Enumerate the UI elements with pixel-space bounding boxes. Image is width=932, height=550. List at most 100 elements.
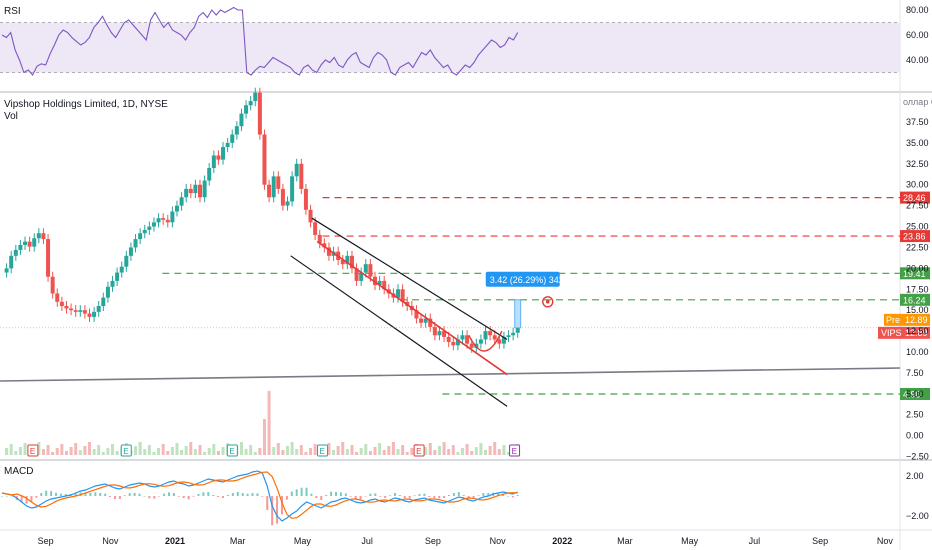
candle-body[interactable] xyxy=(248,101,253,106)
candle-body[interactable] xyxy=(92,311,97,317)
candle-body[interactable] xyxy=(230,134,235,143)
candle-body[interactable] xyxy=(50,276,55,294)
candle-body[interactable] xyxy=(110,280,115,287)
candle-body[interactable] xyxy=(82,310,87,314)
candle-body[interactable] xyxy=(198,184,203,198)
candle-body[interactable] xyxy=(59,301,64,306)
candle-body[interactable] xyxy=(156,218,161,223)
candle-body[interactable] xyxy=(396,289,401,298)
channel-lower[interactable] xyxy=(290,255,508,407)
candle-body[interactable] xyxy=(142,229,147,234)
candle-body[interactable] xyxy=(165,219,170,223)
candle-body[interactable] xyxy=(474,343,479,348)
candle-body[interactable] xyxy=(23,241,28,245)
measure-box[interactable] xyxy=(514,299,522,329)
earnings-marker[interactable] xyxy=(226,444,238,457)
candle-body[interactable] xyxy=(13,249,18,256)
candle-body[interactable] xyxy=(308,209,313,223)
candle-body[interactable] xyxy=(147,226,152,230)
candle-body[interactable] xyxy=(419,318,424,323)
candle-body[interactable] xyxy=(465,335,470,344)
candle-body[interactable] xyxy=(340,260,345,265)
candle-body[interactable] xyxy=(174,205,179,212)
candle-body[interactable] xyxy=(280,188,285,206)
candle-body[interactable] xyxy=(354,268,359,281)
earnings-marker[interactable] xyxy=(317,444,329,457)
candle-body[interactable] xyxy=(294,163,299,177)
candle-body[interactable] xyxy=(271,176,276,198)
candle-body[interactable] xyxy=(101,297,106,306)
channel-midline[interactable] xyxy=(316,240,508,376)
candle-body[interactable] xyxy=(73,310,78,312)
candle-body[interactable] xyxy=(211,155,216,168)
candle-body[interactable] xyxy=(372,276,377,286)
candle-body[interactable] xyxy=(515,327,520,333)
candle-body[interactable] xyxy=(382,280,387,290)
candle-body[interactable] xyxy=(326,247,331,256)
candle-body[interactable] xyxy=(363,264,368,273)
candle-body[interactable] xyxy=(359,272,364,281)
candle-body[interactable] xyxy=(317,234,322,244)
candle-body[interactable] xyxy=(322,243,327,248)
candle-body[interactable] xyxy=(9,255,14,269)
candle-body[interactable] xyxy=(414,310,419,319)
candle-body[interactable] xyxy=(285,201,290,206)
candle-body[interactable] xyxy=(115,272,120,281)
candle-body[interactable] xyxy=(497,339,502,344)
candle-body[interactable] xyxy=(32,238,37,247)
candle-body[interactable] xyxy=(179,197,184,206)
candle-body[interactable] xyxy=(299,163,304,189)
rounding-arc[interactable] xyxy=(468,330,503,352)
candle-body[interactable] xyxy=(460,335,465,340)
candle-body[interactable] xyxy=(27,241,32,247)
candle-body[interactable] xyxy=(290,176,295,202)
candle-body[interactable] xyxy=(18,244,23,250)
candle-body[interactable] xyxy=(170,211,175,223)
target-icon[interactable] xyxy=(542,296,554,308)
candle-body[interactable] xyxy=(349,255,354,269)
candle-body[interactable] xyxy=(511,332,516,336)
candle-body[interactable] xyxy=(478,339,483,344)
candle-body[interactable] xyxy=(69,308,74,311)
candle-body[interactable] xyxy=(469,343,474,348)
earnings-marker[interactable] xyxy=(120,444,132,457)
candle-body[interactable] xyxy=(46,239,51,277)
candle-body[interactable] xyxy=(225,142,230,148)
candle-body[interactable] xyxy=(124,255,129,267)
candle-body[interactable] xyxy=(55,293,60,302)
channel-upper[interactable] xyxy=(311,217,508,340)
candle-body[interactable] xyxy=(451,341,456,346)
signal-line[interactable] xyxy=(1,471,518,519)
candle-body[interactable] xyxy=(455,339,460,346)
candle-body[interactable] xyxy=(253,92,258,102)
candle-body[interactable] xyxy=(239,113,244,127)
candle-body[interactable] xyxy=(428,318,433,327)
candle-body[interactable] xyxy=(437,331,442,336)
candle-body[interactable] xyxy=(161,218,166,220)
candle-body[interactable] xyxy=(221,147,226,160)
candle-body[interactable] xyxy=(267,184,272,198)
rsi-line[interactable] xyxy=(1,6,519,76)
candle-body[interactable] xyxy=(506,335,511,337)
candle-body[interactable] xyxy=(501,336,506,344)
earnings-marker[interactable] xyxy=(509,444,521,457)
candle-body[interactable] xyxy=(313,222,318,235)
candle-body[interactable] xyxy=(207,168,212,181)
earnings-marker[interactable] xyxy=(413,444,425,457)
candle-body[interactable] xyxy=(78,310,83,312)
candle-body[interactable] xyxy=(483,331,488,340)
candle-body[interactable] xyxy=(257,92,262,135)
candle-body[interactable] xyxy=(216,155,221,160)
candle-body[interactable] xyxy=(36,233,41,239)
candle-body[interactable] xyxy=(345,255,350,265)
candle-body[interactable] xyxy=(96,306,101,312)
candle-body[interactable] xyxy=(442,331,447,337)
candle-body[interactable] xyxy=(4,268,9,273)
candle-body[interactable] xyxy=(193,184,198,194)
long-trendline[interactable] xyxy=(0,367,901,382)
candle-body[interactable] xyxy=(377,280,382,286)
candle-body[interactable] xyxy=(119,266,124,273)
candle-body[interactable] xyxy=(423,318,428,323)
candle-body[interactable] xyxy=(128,247,133,256)
